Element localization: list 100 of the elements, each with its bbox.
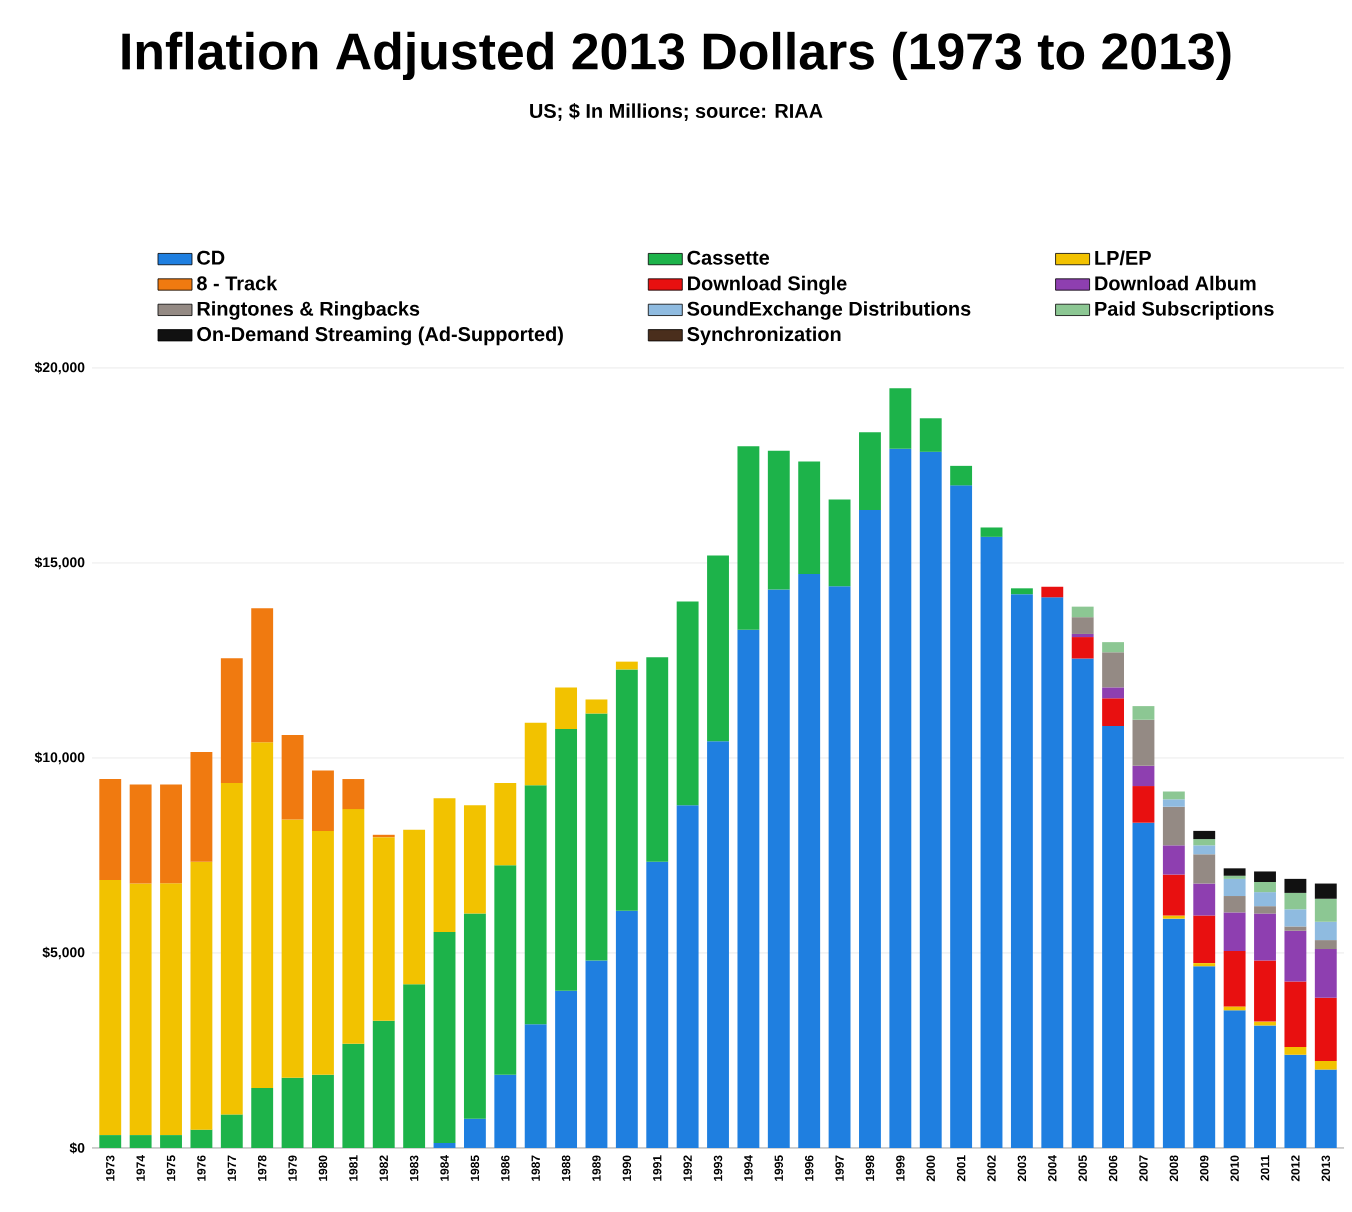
bar <box>859 509 881 1148</box>
bar <box>1314 898 1337 922</box>
legend-label: Synchronization <box>687 326 841 346</box>
legend-label: Ringtones & Ringbacks <box>197 301 420 320</box>
bar <box>1223 912 1246 952</box>
bar <box>403 829 426 985</box>
bar <box>1071 606 1094 618</box>
bar <box>676 805 699 1148</box>
bar <box>950 465 973 486</box>
bar <box>433 931 456 1143</box>
bar <box>463 913 486 1119</box>
bar <box>615 669 638 911</box>
bar <box>1162 799 1185 807</box>
chart-subtitle: US; $ In Millions; source: RIAA <box>530 103 823 121</box>
bar <box>889 388 912 449</box>
bar <box>99 779 122 881</box>
bar <box>220 658 243 783</box>
bar <box>190 752 213 862</box>
bar <box>1193 854 1216 884</box>
bar <box>1102 652 1125 688</box>
bar <box>585 699 608 714</box>
bar <box>1254 881 1276 893</box>
bar <box>1314 883 1337 899</box>
chart-title: Inflation Adjusted 2013 Dollars (1973 to 2013) <box>122 31 1231 81</box>
bar <box>1193 966 1216 1148</box>
bar <box>1223 896 1246 913</box>
bar <box>524 722 547 786</box>
bar <box>251 1087 274 1148</box>
bar <box>1132 822 1155 1148</box>
bar <box>190 861 213 1130</box>
bar <box>1193 839 1216 846</box>
legend-label: CD <box>197 250 225 265</box>
bar <box>585 960 608 1148</box>
bar <box>1162 918 1185 1148</box>
bar <box>281 734 304 820</box>
bar <box>99 1135 122 1148</box>
bar <box>281 1077 304 1148</box>
bar <box>646 657 669 862</box>
bar <box>1254 892 1276 907</box>
bar <box>1193 915 1216 964</box>
bar <box>433 798 456 932</box>
bar <box>1284 892 1307 910</box>
bar <box>1162 806 1185 846</box>
bar <box>1132 765 1155 787</box>
bar <box>99 880 122 1136</box>
bar <box>828 586 851 1148</box>
bar <box>433 1142 456 1148</box>
bar <box>950 485 973 1148</box>
bar <box>1102 698 1125 726</box>
bar <box>342 1043 365 1148</box>
bar <box>342 809 365 1044</box>
bar <box>1010 588 1033 595</box>
bar <box>160 1135 182 1148</box>
bar <box>1071 658 1094 1148</box>
bar <box>980 527 1003 537</box>
bar <box>129 784 152 884</box>
bar <box>555 990 578 1148</box>
bar <box>828 499 851 587</box>
legend-label: SoundExchange Distributions <box>687 301 971 320</box>
bar <box>615 910 638 1148</box>
bar <box>1284 930 1307 982</box>
bar <box>798 573 821 1148</box>
bar <box>1314 940 1337 950</box>
bar <box>463 1118 486 1148</box>
bar <box>1223 878 1246 897</box>
legend-label: Download Single <box>688 275 847 295</box>
bar <box>798 461 821 574</box>
bar <box>555 687 578 730</box>
bar <box>160 784 182 884</box>
bar <box>767 589 790 1148</box>
bar <box>859 432 881 510</box>
legend-label: Cassette <box>687 250 770 265</box>
bar <box>1162 845 1185 875</box>
bar <box>403 984 426 1148</box>
bar <box>1314 949 1337 998</box>
bar <box>1041 597 1064 1148</box>
bar <box>372 1020 395 1148</box>
bar <box>1102 642 1125 653</box>
bar <box>1132 719 1155 766</box>
bar <box>494 1074 517 1148</box>
bar <box>1284 1054 1307 1148</box>
bar <box>1162 874 1185 916</box>
bar <box>1223 868 1246 876</box>
bar <box>1254 960 1276 1022</box>
bar <box>251 608 274 743</box>
bar <box>707 741 729 1148</box>
bar <box>129 883 152 1136</box>
bar <box>1102 725 1125 1148</box>
bar <box>585 713 608 961</box>
bar <box>1193 883 1216 916</box>
bar <box>1284 1046 1307 1055</box>
bar <box>555 729 578 991</box>
bar <box>1254 913 1276 961</box>
bar <box>524 785 547 1025</box>
bar <box>1041 586 1064 598</box>
bar <box>1223 951 1246 1007</box>
bar <box>312 830 334 1075</box>
bar <box>129 1135 152 1148</box>
bar <box>1254 906 1276 914</box>
bar <box>312 1074 334 1148</box>
